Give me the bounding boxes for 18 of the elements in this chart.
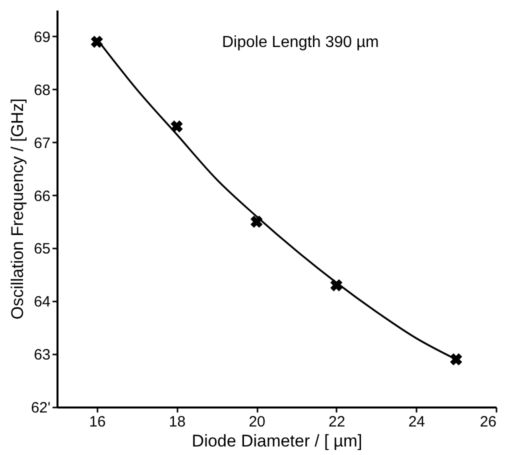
- y-tick-label: 69: [34, 28, 50, 46]
- x-tick-label: 16: [89, 414, 106, 430]
- x-tick-label: 22: [328, 414, 346, 430]
- x-tick-label: 24: [408, 414, 426, 430]
- y-tick-label: 66: [34, 188, 50, 205]
- y-tick-label: 64: [34, 294, 50, 311]
- annotation: Dipole Length 390 µm: [222, 34, 379, 51]
- y-tick-label: 65: [34, 240, 50, 258]
- x-axis-title: Diode Diameter / [ µm]: [192, 432, 362, 450]
- y-tick-label: 63: [34, 346, 50, 364]
- y-tick-label: 68: [34, 82, 50, 99]
- y-tick-label: 67: [34, 134, 50, 152]
- y-axis-title: Oscillation Frequency / [GHz]: [8, 98, 27, 320]
- x-tick-label: 26: [480, 414, 496, 430]
- y-tick-label: 62': [30, 400, 51, 416]
- point: [170, 120, 183, 133]
- x-tick-label: 20: [248, 414, 266, 430]
- x-tick-label: 18: [168, 414, 186, 430]
